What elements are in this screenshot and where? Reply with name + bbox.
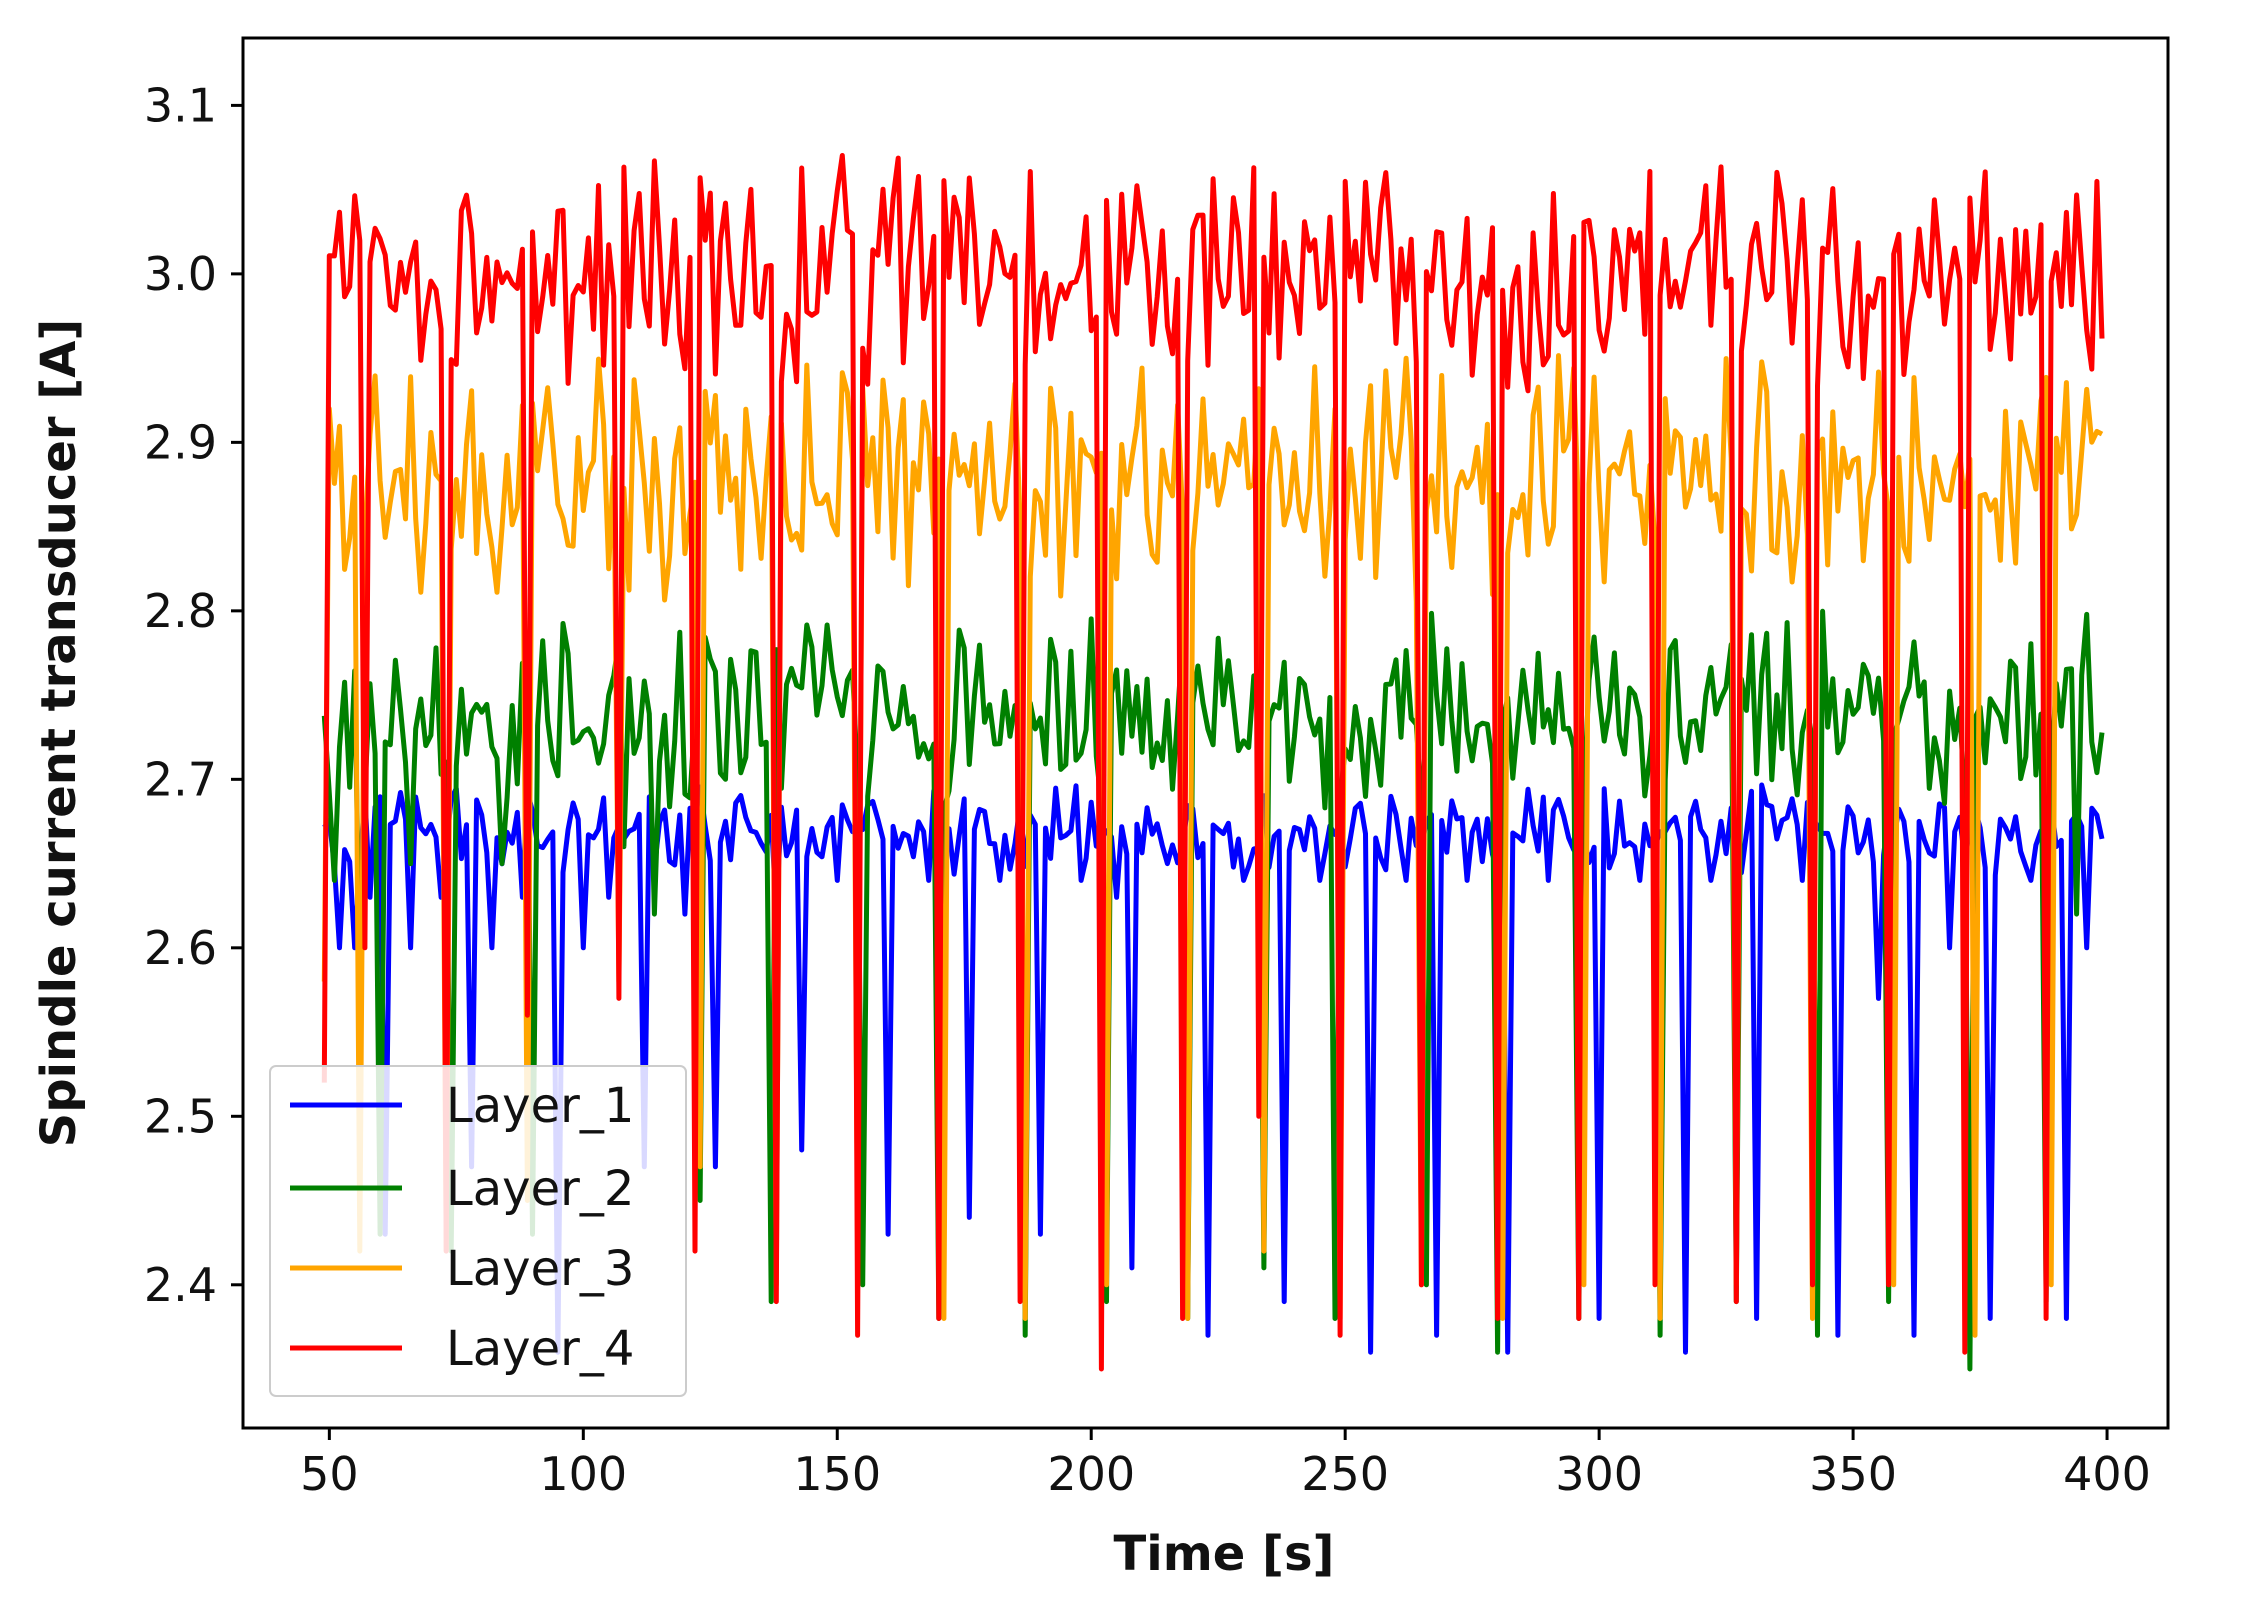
y-tick-label: 2.4 bbox=[144, 1258, 217, 1312]
series-line-layer-4 bbox=[321, 153, 2105, 1372]
y-axis-title: Spindle current transducer [A] bbox=[31, 319, 87, 1148]
legend-label-layer-3: Layer_3 bbox=[446, 1241, 634, 1297]
y-axis: 2.4 2.5 2.6 2.7 2.8 2.9 3.0 3.1 bbox=[144, 78, 243, 1312]
x-tick-label: 150 bbox=[793, 1447, 881, 1501]
y-tick-label: 2.7 bbox=[144, 752, 217, 806]
y-tick-label: 2.5 bbox=[144, 1089, 217, 1143]
x-tick-label: 300 bbox=[1555, 1447, 1643, 1501]
x-tick-label: 100 bbox=[539, 1447, 627, 1501]
legend-label-layer-2: Layer_2 bbox=[446, 1161, 634, 1217]
y-tick-label: 2.8 bbox=[144, 584, 217, 638]
x-tick-label: 200 bbox=[1047, 1447, 1135, 1501]
legend-label-layer-1: Layer_1 bbox=[446, 1078, 634, 1134]
y-tick-label: 2.9 bbox=[144, 415, 217, 469]
x-axis-title: Time [s] bbox=[1114, 1526, 1335, 1582]
x-tick-label: 350 bbox=[1809, 1447, 1897, 1501]
legend-label-layer-4: Layer_4 bbox=[446, 1321, 634, 1377]
plot-frame bbox=[241, 36, 2170, 1430]
x-axis: 50 100 150 200 250 300 350 400 bbox=[300, 1428, 2151, 1501]
y-tick-label: 3.0 bbox=[144, 247, 217, 301]
x-tick-label: 250 bbox=[1301, 1447, 1389, 1501]
y-tick-label: 2.6 bbox=[144, 921, 217, 975]
x-tick-label: 50 bbox=[300, 1447, 359, 1501]
legend-box bbox=[269, 1065, 687, 1397]
series-layer bbox=[321, 153, 2105, 1372]
legend: Layer_1 Layer_2 Layer_3 Layer_4 bbox=[269, 1065, 687, 1397]
x-tick-label: 400 bbox=[2063, 1447, 2151, 1501]
y-tick-label: 3.1 bbox=[144, 78, 217, 132]
